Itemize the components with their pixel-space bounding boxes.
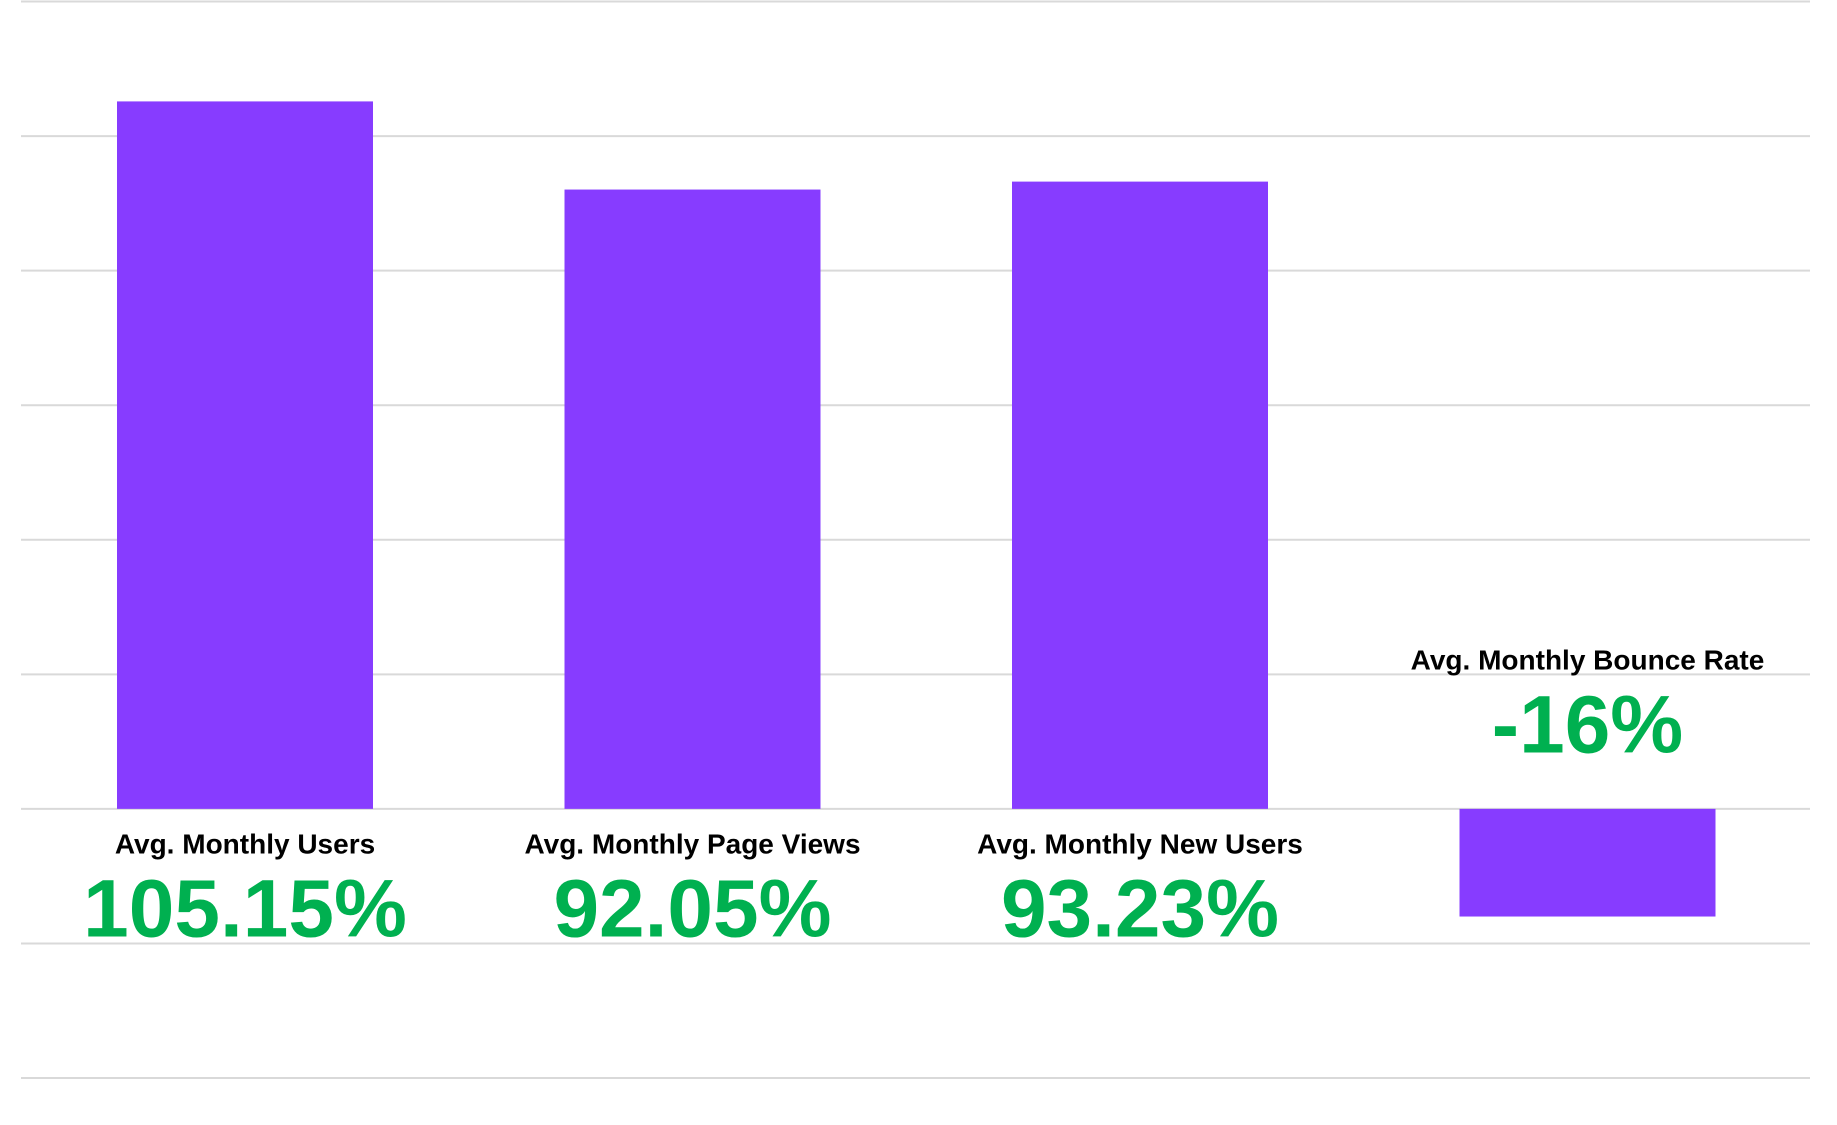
category-label: Avg. Monthly Users xyxy=(115,828,375,859)
bar xyxy=(564,189,821,809)
value-label: 93.23% xyxy=(1001,864,1279,955)
bar xyxy=(117,101,373,809)
category-label: Avg. Monthly Page Views xyxy=(524,828,860,859)
bar xyxy=(1012,181,1268,809)
value-label: 92.05% xyxy=(553,864,831,955)
category-label: Avg. Monthly New Users xyxy=(977,828,1303,859)
value-label: 105.15% xyxy=(83,864,407,955)
value-label: -16% xyxy=(1492,680,1683,771)
category-label: Avg. Monthly Bounce Rate xyxy=(1411,644,1765,675)
bar xyxy=(1459,808,1716,917)
